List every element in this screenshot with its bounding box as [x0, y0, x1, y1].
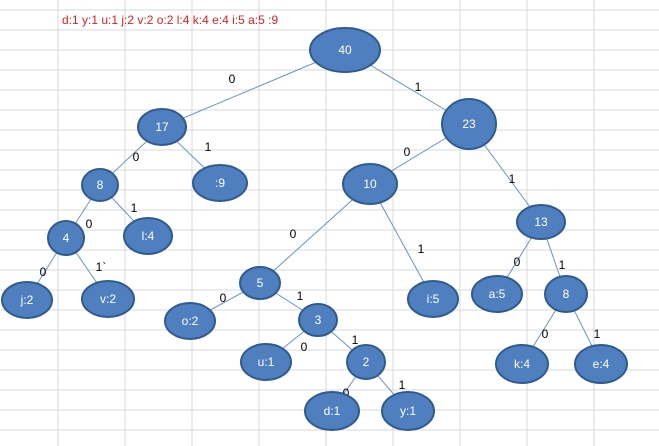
node-label: i:5 [427, 292, 440, 306]
node [381, 391, 435, 431]
node-label: 2 [363, 355, 370, 369]
header-text: d:1 y:1 u:1 j:2 v:2 o:2 l:4 k:4 e:4 i:5 … [62, 13, 278, 27]
edge-label: 0 [404, 145, 411, 159]
edge-label: 0 [220, 291, 227, 305]
node-label: 23 [462, 117, 476, 131]
node-label: j:2 [20, 293, 34, 307]
edge-label: 1 [297, 289, 304, 303]
node [441, 98, 497, 150]
node-label: d:1 [324, 404, 341, 418]
node-label: 3 [315, 313, 322, 327]
edge-label: 1` [96, 260, 107, 274]
edge-label: 1 [399, 378, 406, 392]
node [47, 220, 85, 256]
node [516, 204, 566, 240]
edge-label: 1 [415, 80, 422, 94]
node-label: 5 [257, 276, 264, 290]
node-label: 8 [97, 178, 104, 192]
edge-label: 0 [542, 327, 549, 341]
node [240, 343, 292, 381]
node-label: 13 [534, 215, 548, 229]
node-label: v:2 [100, 292, 116, 306]
edge-label: 1 [594, 327, 601, 341]
edge-label: 1 [559, 258, 566, 272]
node-label: y:1 [400, 404, 416, 418]
edge-label: 0 [229, 72, 236, 86]
edge-label: 0 [86, 217, 93, 231]
node [342, 163, 398, 205]
node-label: 8 [563, 287, 570, 301]
edge-label: 0 [514, 255, 521, 269]
node [471, 275, 523, 313]
node [346, 344, 386, 380]
node [123, 217, 173, 255]
node [81, 280, 135, 318]
node [574, 344, 628, 384]
edge-label: 0 [301, 340, 308, 354]
node [137, 108, 187, 146]
edge-label: 1 [131, 201, 138, 215]
edge-label: 1 [418, 242, 425, 256]
node [164, 302, 216, 340]
edge-label: 1 [509, 172, 516, 186]
node [304, 391, 360, 431]
node [544, 275, 588, 313]
node-label: :9 [215, 176, 225, 190]
node-label: u:1 [258, 355, 275, 369]
edge [259, 183, 371, 284]
edge-label: 0 [343, 386, 350, 400]
node [407, 280, 459, 318]
node-label: 40 [338, 43, 352, 57]
edge [161, 49, 346, 128]
edge-label: 1 [205, 140, 212, 154]
node [495, 344, 549, 384]
node-label: 17 [155, 120, 169, 134]
node [309, 27, 381, 73]
node [81, 168, 119, 202]
node [1, 281, 53, 319]
node-label: 10 [363, 177, 377, 191]
node-label: o:2 [182, 314, 199, 328]
node-label: l:4 [142, 229, 155, 243]
node-label: k:4 [514, 357, 530, 371]
node-label: a:5 [489, 287, 506, 301]
edge-label: 1 [352, 333, 359, 347]
node-label: 4 [63, 231, 70, 245]
edge-label: 0 [40, 265, 47, 279]
node [298, 303, 338, 337]
node-label: e:4 [593, 357, 610, 371]
node [192, 164, 248, 202]
node [239, 266, 281, 300]
edge-label: 0 [133, 150, 140, 164]
edge-label: 0 [290, 227, 297, 241]
